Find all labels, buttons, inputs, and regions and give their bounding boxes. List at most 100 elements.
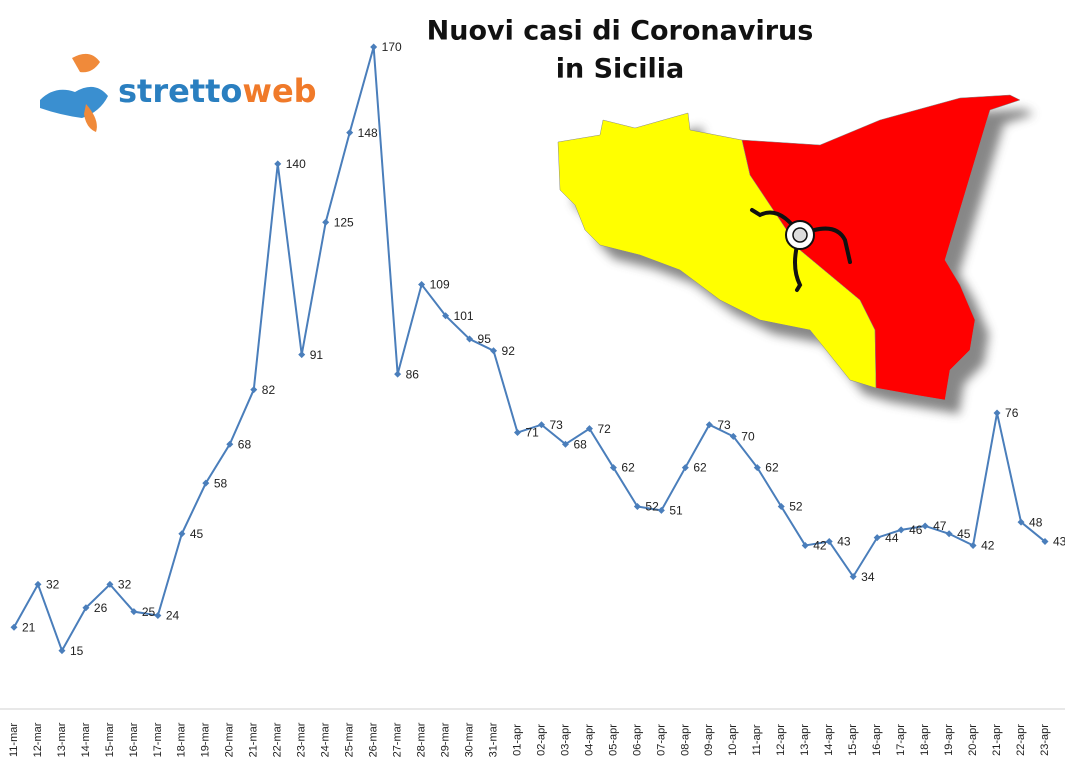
value-label: 91 [310,348,324,362]
value-label: 47 [933,519,947,533]
x-tick-label: 29-mar [439,722,451,757]
x-tick-label: 13-mar [56,722,68,757]
value-label: 92 [502,344,516,358]
marker [777,503,785,511]
x-tick-label: 20-apr [967,724,979,756]
data-line [13,46,1046,653]
value-label: 46 [909,523,923,537]
x-tick-label: 23-apr [1039,724,1051,756]
marker [1017,518,1025,526]
x-tick-label: 17-mar [152,722,164,757]
value-label: 43 [1053,535,1065,549]
x-tick-label: 23-mar [296,722,308,757]
marker [657,506,665,514]
value-label: 32 [46,578,60,592]
x-tick-label: 21-apr [991,724,1003,756]
x-tick-label: 18-apr [919,724,931,756]
value-label: 109 [430,278,450,292]
value-label: 62 [765,461,779,475]
logo: strettoweb [40,53,317,132]
value-label: 170 [382,40,402,54]
x-tick-label: 30-mar [463,722,475,757]
value-label: 70 [741,430,755,444]
x-tick-label: 03-apr [559,724,571,756]
x-tick-label: 15-apr [847,724,859,756]
marker [681,464,689,472]
value-label: 95 [478,332,492,346]
value-label: 58 [214,476,228,490]
marker [442,312,450,320]
x-tick-label: 10-apr [727,724,739,756]
x-tick-label: 27-mar [392,722,404,757]
chart-title: Nuovi casi di Coronavirus [427,16,814,47]
value-label: 52 [789,500,803,514]
marker [226,440,234,448]
marker [514,429,522,437]
x-tick-label: 09-apr [703,724,715,756]
value-label: 42 [813,539,827,553]
value-label: 42 [981,539,995,553]
value-label: 76 [1005,406,1019,420]
marker [921,522,929,530]
x-tick-label: 11-apr [751,724,763,755]
x-tick-label: 13-apr [799,724,811,756]
value-label: 25 [142,605,156,619]
value-label: 51 [669,504,683,518]
marker [250,386,258,394]
x-tick-label: 06-apr [631,724,643,756]
marker [346,129,354,137]
x-tick-label: 19-apr [943,724,955,756]
value-label: 44 [885,531,899,545]
marker [490,347,498,355]
x-tick-label: 16-apr [871,724,883,756]
x-tick-label: 28-mar [416,722,428,757]
chart-title: in Sicilia [556,54,685,85]
marker [322,218,330,226]
value-label: 73 [549,418,563,432]
marker [609,464,617,472]
sicily-map [557,94,1034,414]
x-tick-label: 05-apr [607,724,619,756]
marker [394,370,402,378]
marker [897,526,905,534]
value-label: 24 [166,609,180,623]
value-label: 68 [238,437,252,451]
marker [825,538,833,546]
marker [633,503,641,511]
value-label: 45 [957,527,971,541]
value-label: 72 [597,422,611,436]
value-label: 148 [358,126,378,140]
value-label: 82 [262,383,276,397]
marker [10,623,18,631]
marker [274,160,282,168]
marker [705,421,713,429]
x-tick-label: 17-apr [895,724,907,756]
marker [969,541,977,549]
marker [34,580,42,588]
marker [298,351,306,359]
logo-part: web [242,72,316,110]
marker [130,608,138,616]
marker [178,530,186,538]
value-label: 62 [693,461,707,475]
logo-text: strettoweb [118,72,317,110]
marker [801,541,809,549]
x-tick-label: 20-mar [224,722,236,757]
value-label: 43 [837,535,851,549]
x-tick-label: 19-mar [200,722,212,757]
value-label: 32 [118,578,132,592]
x-tick-label: 25-mar [344,722,356,757]
value-label: 86 [406,367,420,381]
marker [106,580,114,588]
value-label: 34 [861,570,875,584]
x-tick-label: 07-apr [655,724,667,756]
x-tick-label: 12-mar [32,722,44,757]
x-tick-label: 14-apr [823,724,835,756]
marker [466,335,474,343]
marker [1041,538,1049,546]
marker [585,425,593,433]
x-tick-label: 12-apr [775,724,787,756]
value-label: 101 [454,309,474,323]
marker [561,440,569,448]
value-label: 21 [22,620,36,634]
